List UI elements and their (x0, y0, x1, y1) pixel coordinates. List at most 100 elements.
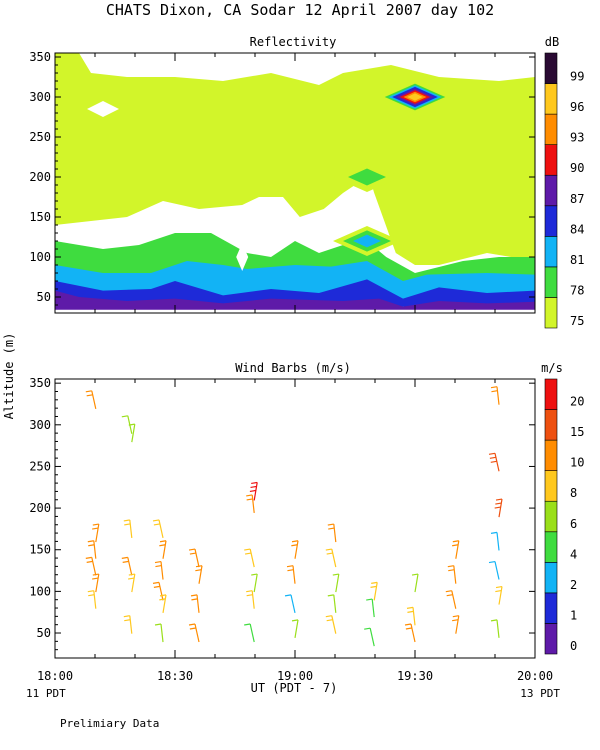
wind-barb-flag (246, 498, 253, 501)
wind-barb-flag (123, 519, 130, 522)
wind-barb-shaft (412, 607, 416, 626)
footnote: Prelimiary Data (60, 717, 159, 730)
wind-barb (246, 494, 255, 513)
reflectivity-spot-level-81 (353, 234, 381, 248)
reflectivity-gap (236, 243, 249, 271)
reflectivity-spot-level-96 (407, 93, 423, 101)
wind-barb-flag (406, 606, 414, 609)
reflectivity-spot-level-78 (348, 168, 386, 186)
wind-barb-flag (85, 390, 92, 393)
reflectivity-colorbar: 75 78 81 84 87 90 93 96 99 (544, 52, 584, 329)
wind-barb-shaft (131, 573, 136, 593)
wind-barb-flag (332, 573, 339, 576)
wind-barb-flag (188, 623, 196, 626)
wind-barb-flag (495, 589, 502, 593)
reflectivity-colorbar-label: 75 (570, 314, 584, 328)
reflectivity-region-75 (55, 53, 535, 265)
wind-barb-flag (153, 523, 160, 526)
wind-barb-flag (128, 573, 135, 576)
wind-barb (128, 423, 136, 443)
reflectivity-colorbar-label: 78 (570, 283, 584, 297)
wind-barb-shaft (333, 524, 337, 543)
reflectivity-ytick-label: 150 (29, 210, 51, 224)
wind-barb-flag (155, 564, 162, 568)
wind-barb-shaft (496, 386, 500, 405)
wind-barb (152, 581, 164, 601)
wind-ytick-label: 200 (29, 501, 51, 515)
reflectivity-gap (87, 101, 119, 117)
wind-barb-shaft (451, 590, 457, 609)
wind-barb-flag (191, 598, 198, 601)
wind-barb-flag (328, 527, 335, 530)
wind-barb (92, 523, 100, 543)
wind-barb (244, 623, 255, 643)
wind-barb (154, 560, 164, 580)
wind-barb-flag (195, 569, 202, 572)
wind-barb-flag (448, 569, 455, 572)
wind-barb-flag (251, 573, 258, 576)
wind-colorbar-unit: m/s (541, 361, 563, 375)
wind-barb (244, 548, 255, 568)
wind-barb (490, 531, 500, 551)
wind-barb-flag (246, 594, 253, 597)
wind-colorbar-label: 4 (570, 547, 577, 561)
wind-barb-flag (159, 594, 167, 597)
x-right-date-label: 13 PDT (520, 687, 560, 700)
wind-barb (445, 590, 457, 609)
wind-colorbar-label: 6 (570, 517, 577, 531)
wind-barb-shaft (158, 519, 164, 539)
wind-barb (488, 560, 500, 580)
wind-barb-flag (251, 481, 258, 485)
wind-barb-shaft (249, 548, 255, 568)
wind-barb-flag (246, 494, 253, 497)
wind-barb-shaft (194, 548, 200, 568)
wind-barb (154, 623, 164, 643)
wind-barb (85, 390, 97, 409)
wind-barb (190, 594, 200, 613)
wind-barb-shaft (95, 523, 100, 543)
reflectivity-plot: 50 100 150 200 250 300 350 (29, 50, 536, 314)
wind-xtick-label: 19:30 (397, 669, 433, 683)
wind-barb-flag (405, 627, 412, 630)
wind-barb-shaft (129, 615, 133, 634)
wind-barb-flag (327, 523, 334, 526)
wind-barb-flag (364, 627, 371, 630)
wind-barb-flag (159, 544, 166, 547)
wind-barb (159, 540, 167, 559)
wind-barb-flag (88, 544, 95, 547)
wind-barb-flag (407, 610, 414, 613)
reflectivity-ytick-label: 250 (29, 130, 51, 144)
wind-barb-shaft (160, 561, 164, 580)
reflectivity-colorbar-label: 90 (570, 161, 584, 175)
wind-barb-flag (85, 556, 92, 559)
wind-barb (123, 615, 133, 634)
wind-barb (490, 619, 500, 638)
wind-barb-flag (446, 594, 453, 597)
wind-barb-shaft (369, 628, 375, 647)
wind-barb-flag (87, 540, 94, 543)
wind-colorbar-swatch (544, 378, 558, 410)
reflectivity-colorbar-label: 99 (570, 70, 584, 84)
wind-barb (291, 619, 299, 638)
wind-barb (404, 623, 416, 643)
reflectivity-colorbar-swatch (544, 297, 558, 329)
reflectivity-colorbar-label: 96 (570, 100, 584, 114)
wind-barb-flag (92, 527, 99, 530)
x-left-date-label: 11 PDT (26, 687, 66, 700)
reflectivity-ytick-label: 350 (29, 50, 51, 64)
wind-barb-flag (124, 619, 131, 622)
wind-barb-flag (152, 581, 160, 584)
wind-barb-flag (488, 452, 496, 455)
reflectivity-colorbar-unit: dB (545, 35, 559, 49)
wind-barb-flag (123, 615, 130, 618)
wind-barb-flag (452, 615, 459, 618)
wind-barb-flag (87, 590, 94, 593)
wind-barb-flag (286, 565, 294, 568)
wind-colorbar-swatch (544, 500, 558, 533)
wind-barb-shaft (253, 573, 258, 593)
wind-barb-flag (404, 623, 412, 626)
wind-barb (286, 565, 296, 584)
wind-barb-flag (189, 627, 196, 630)
reflectivity-colorbar-label: 93 (570, 131, 584, 145)
wind-barb-shaft (253, 482, 258, 501)
